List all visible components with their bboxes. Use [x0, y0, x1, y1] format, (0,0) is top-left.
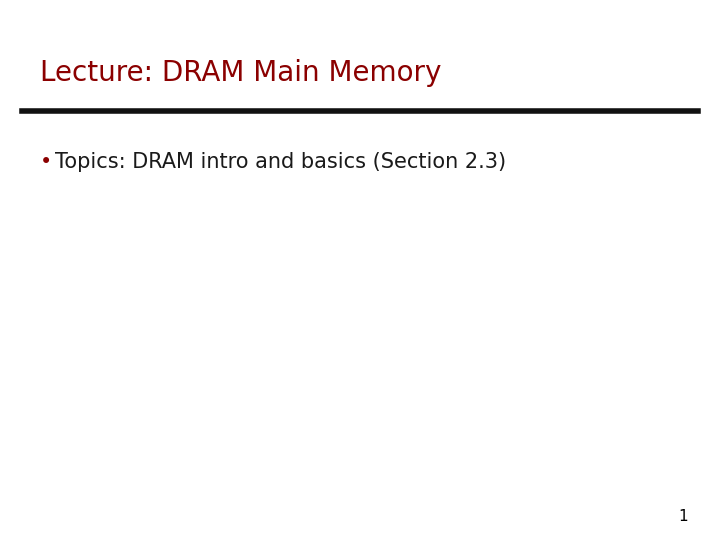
Text: •: •	[40, 152, 52, 172]
Text: Topics: DRAM intro and basics (Section 2.3): Topics: DRAM intro and basics (Section 2…	[55, 152, 507, 172]
Text: 1: 1	[678, 509, 688, 524]
Text: Lecture: DRAM Main Memory: Lecture: DRAM Main Memory	[40, 59, 441, 87]
